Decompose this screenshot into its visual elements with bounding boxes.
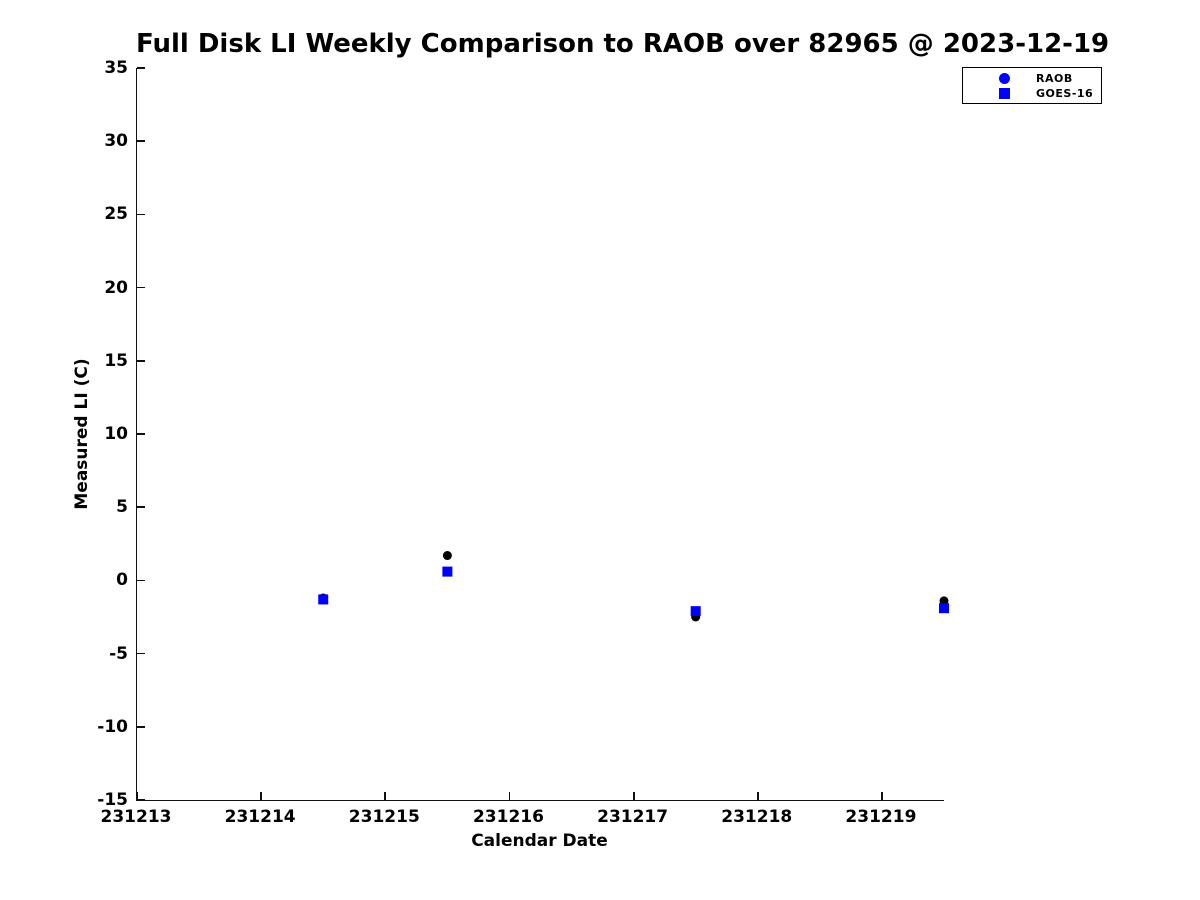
x-tick	[632, 792, 635, 800]
x-tick	[260, 792, 263, 800]
data-point-goes-16	[939, 603, 949, 614]
legend-item-goes-16: GOES-16	[963, 86, 1101, 101]
y-tick-label: -5	[109, 643, 128, 664]
y-tick	[137, 140, 145, 143]
x-tick	[136, 792, 138, 800]
y-tick-label: 30	[104, 131, 128, 152]
y-tick	[137, 67, 145, 69]
y-tick	[137, 652, 145, 655]
x-tick-label: 231213	[100, 807, 172, 827]
legend-label: GOES-16	[1036, 87, 1094, 100]
legend-square-icon	[999, 88, 1010, 99]
y-tick-label: -10	[97, 716, 128, 737]
x-tick	[384, 792, 387, 800]
chart-title: Full Disk LI Weekly Comparison to RAOB o…	[136, 29, 1110, 59]
x-axis-label: Calendar Date	[471, 831, 608, 851]
y-tick-label: 0	[116, 570, 128, 591]
y-tick-label: 25	[104, 204, 128, 225]
x-tick	[756, 792, 759, 800]
x-tick	[508, 792, 511, 800]
y-tick-label: 5	[116, 497, 128, 518]
plot-area	[136, 67, 949, 801]
x-tick-label: 231219	[845, 807, 917, 827]
data-points-layer	[318, 551, 949, 622]
legend-item-raob: RAOB	[963, 71, 1101, 86]
legend-circle-icon	[999, 73, 1010, 84]
data-point-goes-16	[318, 594, 329, 605]
x-tick-label: 231218	[721, 807, 793, 827]
y-tick	[137, 725, 145, 728]
legend-label: RAOB	[1036, 72, 1073, 85]
y-tick	[137, 286, 145, 289]
y-tick	[137, 359, 145, 362]
y-tick	[137, 433, 145, 435]
y-tick	[137, 506, 145, 509]
data-point-raob	[442, 551, 452, 561]
y-tick-label: 35	[104, 58, 128, 78]
y-tick	[137, 213, 145, 216]
x-tick-label: 231216	[472, 807, 544, 827]
y-tick	[137, 579, 145, 582]
y-tick-label: 15	[104, 350, 128, 371]
y-tick-label: 20	[104, 277, 128, 298]
x-tick-label: 231214	[224, 807, 296, 827]
data-point-goes-16	[442, 566, 453, 577]
legend: RAOB GOES-16	[962, 67, 1102, 104]
y-tick	[137, 799, 145, 801]
x-tick	[881, 792, 883, 800]
y-tick-label: -15	[97, 790, 128, 810]
x-tick-label: 231215	[348, 807, 420, 827]
data-point-raob	[939, 596, 949, 606]
data-point-goes-16	[690, 606, 701, 617]
y-tick-label: 10	[104, 424, 128, 444]
x-tick-label: 231217	[597, 807, 669, 827]
